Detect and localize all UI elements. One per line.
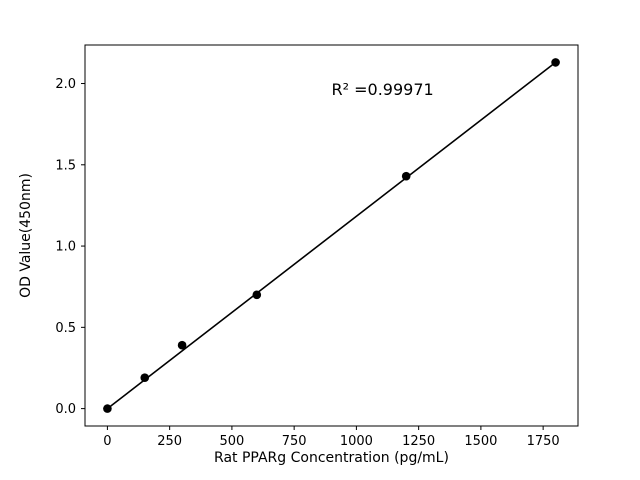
plot-border: [84, 44, 579, 427]
x-tick-label: 250: [157, 434, 182, 449]
x-tick-label: 0: [103, 434, 111, 449]
y-tick-label: 0.5: [55, 321, 76, 336]
x-tick-label: 1000: [340, 434, 373, 449]
x-tick-label: 1250: [402, 434, 435, 449]
y-tick-label: 2.0: [55, 77, 76, 92]
data-point: [401, 171, 411, 181]
x-tick-label: 1500: [464, 434, 497, 449]
r-squared-annotation: R² =0.99971: [332, 80, 434, 99]
x-tick-label: 500: [219, 434, 244, 449]
data-point: [140, 373, 150, 383]
data-point: [103, 404, 112, 413]
x-tick-label: 1750: [527, 434, 560, 449]
y-axis-label: OD Value(450nm): [18, 173, 34, 298]
data-point: [252, 290, 262, 300]
y-tick-label: 0.0: [55, 402, 76, 417]
fit-line: [106, 61, 557, 410]
y-tick-label: 1.5: [55, 158, 76, 173]
data-point: [551, 58, 560, 67]
data-point: [177, 340, 187, 350]
x-tick-label: 750: [282, 434, 307, 449]
x-axis-label: Rat PPARg Concentration (pg/mL): [214, 450, 449, 466]
y-tick-label: 1.0: [55, 240, 76, 255]
